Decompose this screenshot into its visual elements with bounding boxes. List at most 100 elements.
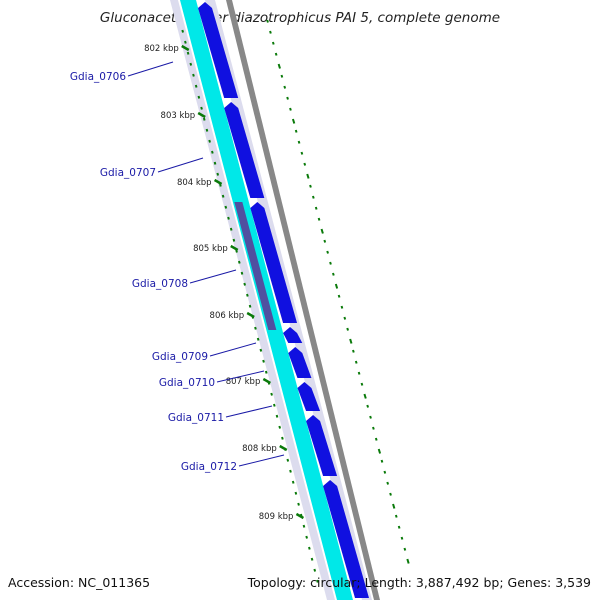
gc-dot <box>406 558 410 564</box>
gene-arrow <box>297 382 321 411</box>
inner-dot <box>294 491 298 495</box>
gc-dot <box>389 492 392 496</box>
gene-label: Gdia_0706 <box>70 71 126 83</box>
gc-dot <box>289 107 292 111</box>
inner-dot <box>305 535 308 539</box>
inner-dot <box>275 414 279 418</box>
gc-dot <box>297 140 301 144</box>
gc-dot <box>274 52 278 56</box>
gc-dot <box>314 206 318 210</box>
gene-leader-line <box>238 454 285 467</box>
gene-track <box>198 2 369 598</box>
gc-dot <box>372 426 375 430</box>
inner-dot <box>270 392 273 396</box>
tick-label: 802 kbp <box>144 44 179 54</box>
gc-dot <box>369 415 372 419</box>
gc-dot <box>309 184 312 188</box>
gene-label: Gdia_0707 <box>100 167 156 179</box>
gc-dot <box>291 118 296 124</box>
gene-leader-line <box>189 269 237 284</box>
gene-arrow <box>323 480 369 598</box>
inner-dot <box>240 271 244 275</box>
gc-dot <box>323 239 327 243</box>
gc-dot <box>386 481 390 485</box>
tick-label: 808 kbp <box>242 444 277 454</box>
inner-dot <box>273 403 276 407</box>
gene-label: Gdia_0711 <box>168 412 224 424</box>
tick-mark <box>295 512 305 520</box>
inner-dot <box>202 117 206 121</box>
tick-mark <box>246 311 255 319</box>
gene-label: Gdia_0712 <box>181 461 237 473</box>
inner-dot <box>232 238 236 242</box>
gene-leader-line <box>225 405 273 418</box>
gc-dot <box>306 173 310 179</box>
inner-dot <box>262 359 265 363</box>
gc-dot <box>352 349 355 353</box>
tick-label: 804 kbp <box>177 178 212 188</box>
gc-dot <box>329 261 332 265</box>
gc-dot <box>266 19 269 23</box>
gene-arrow <box>250 202 298 323</box>
inner-dot <box>256 337 260 341</box>
inner-dot <box>186 51 190 55</box>
inner-dot <box>281 436 284 440</box>
inner-dot <box>264 370 268 374</box>
inner-dot <box>229 227 233 231</box>
tick-mark <box>279 444 288 452</box>
gene-arrow <box>283 327 303 343</box>
gene-leader-line <box>209 342 257 357</box>
tick-mark <box>262 377 271 385</box>
gc-dot <box>280 74 284 78</box>
gc-dot <box>374 437 378 441</box>
gc-dot <box>360 382 364 386</box>
gc-dot <box>294 129 298 133</box>
gc-dot <box>394 514 398 518</box>
tick-axis: 802 kbp 803 kbp 804 kbp 805 kbp 806 kbp 807 k… <box>144 44 305 522</box>
gc-dot <box>357 371 361 375</box>
gene-label: Gdia_0709 <box>152 351 208 363</box>
tick-mark <box>181 44 190 52</box>
backbone-line <box>226 0 380 600</box>
gc-dot <box>286 96 289 100</box>
inner-dot <box>297 502 300 506</box>
gc-dot <box>334 283 339 289</box>
inner-dot <box>308 546 311 550</box>
gc-dot <box>300 151 304 155</box>
gene-arrow <box>306 415 338 476</box>
gc-dot <box>380 459 384 463</box>
gc-dot <box>320 228 324 234</box>
gc-dot <box>400 536 404 540</box>
gc-dot <box>346 327 349 331</box>
gene-arrow <box>288 347 312 378</box>
inner-dot <box>211 150 214 154</box>
tick-label: 805 kbp <box>193 244 228 254</box>
gene-leader-line <box>216 370 265 383</box>
gc-dot <box>317 217 321 221</box>
gc-dot <box>392 503 396 509</box>
tick-label: 809 kbp <box>259 512 294 522</box>
inner-dot <box>302 524 306 528</box>
gene-arrow <box>224 102 265 198</box>
inner-dot <box>181 29 185 33</box>
gene-leader-line <box>157 157 204 173</box>
gc-dot <box>366 404 370 408</box>
inner-dot <box>278 425 282 429</box>
pseudogene-arrow <box>234 202 277 330</box>
inner-dot <box>286 458 290 462</box>
gc-dot <box>337 294 341 298</box>
tick-mark <box>213 178 223 186</box>
inner-dot <box>192 73 195 77</box>
tick-label: 806 kbp <box>210 311 245 321</box>
inner-dot <box>237 260 241 264</box>
genome-summary: Topology: circular; Length: 3,887,492 bp… <box>247 575 591 590</box>
gc-dot <box>349 338 353 344</box>
inner-dot <box>221 194 225 198</box>
inner-dot <box>200 106 203 110</box>
inner-dot <box>197 95 201 99</box>
gc-dot <box>312 195 315 199</box>
gc-dot <box>332 272 335 276</box>
gc-dot <box>343 316 347 320</box>
inner-dot <box>248 304 252 308</box>
